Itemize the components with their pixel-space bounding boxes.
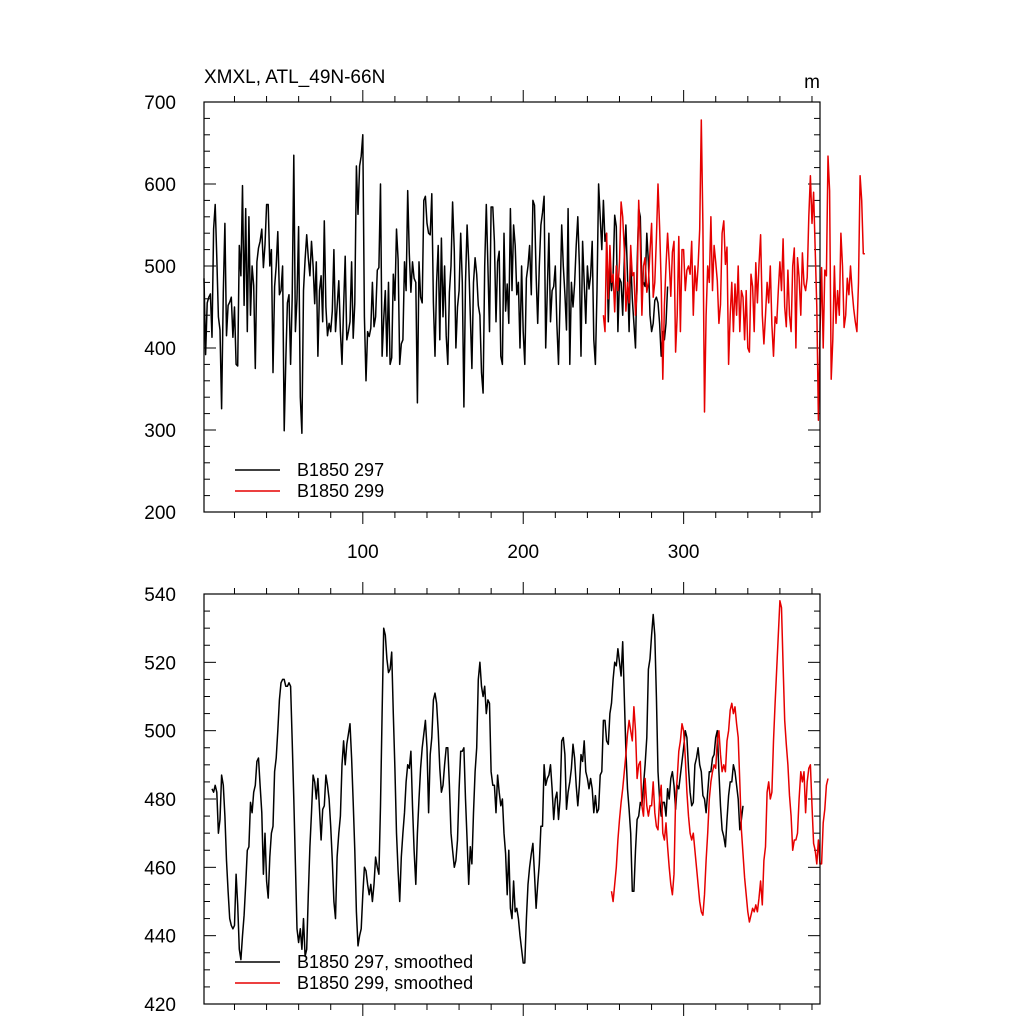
- y-tick-label: 200: [144, 503, 176, 524]
- top-series-line-b1850-297: [203, 134, 669, 435]
- y-tick-label: 300: [144, 421, 176, 442]
- y-tick-label: 420: [144, 995, 176, 1016]
- y-tick-label: 460: [144, 858, 176, 879]
- x-tick-label: 300: [668, 542, 700, 563]
- units-label: m: [804, 72, 820, 93]
- y-tick-label: 400: [144, 339, 176, 360]
- y-tick-label: 540: [144, 585, 176, 606]
- y-tick-label: 500: [144, 722, 176, 743]
- bottom-series-line-b1850-297-smoothed: [211, 613, 744, 964]
- top-panel: XMXL, ATL_49N-66N m 200 300 400 500 600 700 10…: [144, 67, 865, 563]
- y-tick-label: 700: [144, 93, 176, 114]
- x-tick-label: 200: [507, 542, 539, 563]
- x-tick-label: 100: [347, 542, 379, 563]
- y-tick-label: 520: [144, 653, 176, 674]
- bottom-plot-frame: [203, 593, 821, 1005]
- legend-label-b1850-297: B1850 297: [297, 460, 384, 480]
- bottom-legend: B1850 297, smoothed B1850 299, smoothed: [235, 952, 473, 993]
- bottom-series-line-b1850-299-smoothed: [610, 600, 829, 923]
- legend-label-b1850-297-smoothed: B1850 297, smoothed: [297, 952, 473, 972]
- top-plot-frame: [203, 101, 821, 513]
- y-tick-label: 500: [144, 257, 176, 278]
- chart-title: XMXL, ATL_49N-66N: [204, 67, 385, 88]
- top-series-line-b1850-299: [602, 119, 865, 421]
- y-tick-label: 480: [144, 790, 176, 811]
- bottom-series-group: [211, 600, 829, 964]
- bottom-panel: 420 440 460 480 500 520 540 B1850 297, smoothe…: [144, 582, 829, 1016]
- legend-label-b1850-299: B1850 299: [297, 481, 384, 501]
- legend-label-b1850-299-smoothed: B1850 299, smoothed: [297, 973, 473, 993]
- bottom-ticks: [204, 582, 820, 1016]
- y-tick-label: 600: [144, 175, 176, 196]
- top-series-group: [203, 119, 865, 435]
- top-tick-labels: 200 300 400 500 600 700 100 200 300: [144, 93, 699, 563]
- y-tick-label: 440: [144, 927, 176, 948]
- top-legend: B1850 297 B1850 299: [235, 460, 384, 501]
- bottom-tick-labels: 420 440 460 480 500 520 540: [144, 585, 176, 1016]
